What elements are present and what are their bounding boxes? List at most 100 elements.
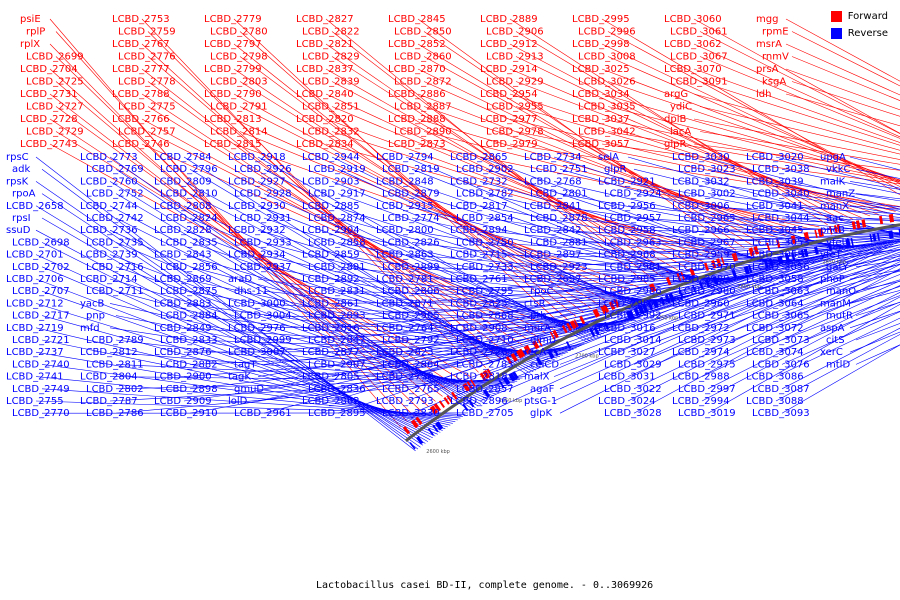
forward-gene <box>523 344 532 355</box>
reverse-gene-label: LCBD_2883 <box>154 298 212 309</box>
reverse-gene <box>482 389 491 398</box>
forward-leader-line <box>693 18 900 134</box>
reverse-gene-label: LCBD_2735 <box>86 237 144 248</box>
reverse-gene-label: agaF <box>530 384 555 395</box>
forward-leader-line <box>331 81 688 268</box>
forward-gene-label: LCBD_2906 <box>486 27 544 38</box>
reverse-leader-line <box>183 327 566 354</box>
reverse-gene <box>416 436 424 445</box>
forward-gene-label: LCBD_2813 <box>204 114 262 125</box>
reverse-gene-label: yacB <box>80 298 105 309</box>
forward-leader-line <box>423 106 795 234</box>
reverse-gene-label: LCBD_2885 <box>302 201 360 212</box>
reverse-gene-label: LCBD_2924 <box>604 189 662 200</box>
forward-gene <box>861 219 867 228</box>
reverse-gene-label: LCBD_2787 <box>80 396 138 407</box>
reverse-gene-label: LCBD_3002 <box>678 189 736 200</box>
reverse-gene-label: LCBD_2796 <box>160 164 218 175</box>
reverse-gene-label: LCBD_2987 <box>598 298 656 309</box>
reverse-leader-line <box>707 168 900 212</box>
forward-leader-line <box>515 56 854 220</box>
reverse-leader-line <box>633 261 900 390</box>
forward-leader-line <box>699 131 900 165</box>
forward-gene <box>466 381 473 390</box>
reverse-gene-label: LCBD_2898 <box>160 384 218 395</box>
forward-leader-line <box>509 43 845 222</box>
reverse-gene-label: LCBD_2997 <box>678 384 736 395</box>
reverse-gene-label: LCBD_3020 <box>746 152 804 163</box>
reverse-gene-label: LCBD_3056 <box>752 262 810 273</box>
reverse-gene-label: LCBD_2770 <box>12 408 70 419</box>
reverse-gene-label: LCBD_2933 <box>234 237 292 248</box>
forward-gene <box>486 368 493 377</box>
reverse-leader-line <box>781 264 900 292</box>
forward-gene-label: LCBD_2743 <box>20 139 78 150</box>
reverse-leader-line <box>485 258 809 292</box>
forward-gene <box>438 400 445 408</box>
reverse-gene-label: adk <box>12 164 30 175</box>
reverse-gene-label: LCBD_2711 <box>86 286 144 297</box>
reverse-leader-line <box>479 254 801 261</box>
forward-gene <box>817 228 824 238</box>
forward-gene-label: LCBD_2996 <box>578 27 636 38</box>
forward-gene <box>753 246 760 255</box>
reverse-gene-label: LCBD_2784 <box>154 152 212 163</box>
forward-gene-label: LCBD_2872 <box>394 77 452 88</box>
forward-leader-line <box>601 143 900 185</box>
reverse-gene-label: LCBD_2792 <box>382 335 440 346</box>
reverse-gene <box>511 371 519 380</box>
forward-gene-label: LCBD_2829 <box>302 52 360 63</box>
reverse-gene-label: LCBD_2801 <box>530 189 588 200</box>
reverse-gene-label: phoP <box>820 274 845 285</box>
forward-leader-line <box>693 143 900 171</box>
reverse-gene <box>712 276 719 285</box>
forward-gene-label: LCBD_3008 <box>578 52 636 63</box>
forward-leader-line <box>601 93 900 181</box>
reverse-gene-label: LCBD_2861 <box>302 298 360 309</box>
reverse-gene-label: LCBD_3053 <box>752 237 810 248</box>
forward-gene-label: lacA <box>670 127 691 138</box>
reverse-leader-line <box>115 315 505 390</box>
reverse-leader-line <box>189 339 569 353</box>
reverse-gene-label: LCBD_2768 <box>524 176 582 187</box>
reverse-gene-label: rpoA <box>12 189 36 200</box>
reverse-leader-line <box>633 244 900 316</box>
reverse-leader-line <box>627 235 900 255</box>
reverse-gene-label: LCBD_2831 <box>308 286 366 297</box>
forward-gene-label: LCBD_2814 <box>210 127 268 138</box>
reverse-gene <box>468 399 475 408</box>
scale-tick-label: 2750 kbp <box>655 315 679 321</box>
reverse-leader-line <box>775 181 900 202</box>
reverse-gene <box>876 232 880 241</box>
reverse-gene-label: manX <box>820 201 849 212</box>
forward-gene-label: LCBD_2839 <box>302 77 360 88</box>
forward-gene-label: LCBD_2850 <box>394 27 452 38</box>
forward-gene <box>790 235 797 244</box>
reverse-leader-line <box>115 364 515 384</box>
scale-tick-label: 2700 kbp <box>575 354 599 360</box>
reverse-gene <box>498 380 505 388</box>
reverse-leader-line <box>849 156 900 171</box>
forward-gene <box>716 258 722 267</box>
reverse-gene-label: LCBD_3088 <box>746 396 804 407</box>
forward-gene-label: LCBD_2889 <box>480 14 538 25</box>
forward-gene <box>731 253 737 262</box>
reverse-gene-label: LCBD_2958 <box>598 225 656 236</box>
reverse-gene-label: LCBD_2789 <box>86 335 144 346</box>
reverse-gene-label: LCBD_3041 <box>746 201 804 212</box>
reverse-gene <box>633 307 640 317</box>
forward-leader-line <box>785 43 900 96</box>
reverse-gene-label: LCBD_2857 <box>456 384 514 395</box>
reverse-gene <box>698 281 704 290</box>
reverse-gene-label: LCBD_2876 <box>154 347 212 358</box>
reverse-gene-label: glpK <box>530 408 552 419</box>
reverse-leader-line <box>411 275 750 316</box>
forward-gene-label: LCBD_2978 <box>486 127 544 138</box>
reverse-gene-label: malK <box>820 176 846 187</box>
reverse-leader-line <box>109 327 507 388</box>
reverse-gene-label: LCBD_2994 <box>672 396 730 407</box>
forward-leader-line <box>141 143 554 329</box>
reverse-gene-label: LCBD_2841 <box>524 201 582 212</box>
reverse-gene-label: LCBD_2738 <box>376 372 434 383</box>
reverse-gene-label: LCBD_2874 <box>308 213 366 224</box>
